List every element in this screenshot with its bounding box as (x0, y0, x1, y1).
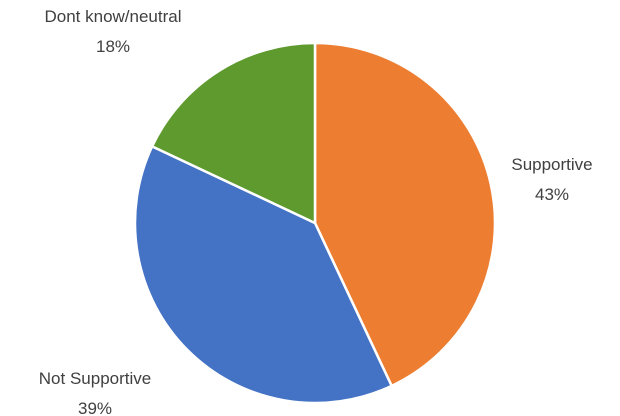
slice-value-dont-know-neutral: 18% (96, 37, 130, 56)
slice-label-dont-know-neutral: Dont know/neutral (44, 7, 181, 26)
slice-labels: Supportive 43% Not Supportive 39% Dont know/… (39, 7, 593, 416)
pie-slice-supportive (313, 41, 497, 388)
slice-label-supportive: Supportive (511, 155, 592, 174)
pie-slice-not-supportive (133, 145, 393, 405)
slice-value-supportive: 43% (535, 185, 569, 204)
slice-label-not-supportive: Not Supportive (39, 369, 151, 388)
slice-value-not-supportive: 39% (78, 399, 112, 416)
pie-slice-dont-know-neutral (150, 41, 317, 225)
pie-slices (133, 41, 497, 405)
